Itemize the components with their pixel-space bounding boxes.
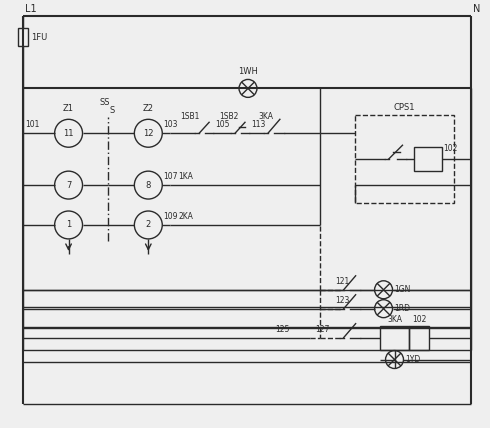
Text: 1YD: 1YD: [406, 355, 421, 364]
Text: 1RD: 1RD: [394, 304, 411, 313]
Text: 7: 7: [66, 181, 71, 190]
Text: 2KA: 2KA: [178, 212, 193, 221]
Text: 127: 127: [315, 324, 329, 333]
Text: 1FU: 1FU: [31, 33, 47, 42]
Text: 107: 107: [163, 172, 178, 181]
Text: 103: 103: [163, 120, 178, 129]
Bar: [18, 28, 28, 45]
Bar: [355, 115, 454, 203]
Text: 109: 109: [163, 212, 178, 221]
Text: 1WH: 1WH: [238, 68, 258, 77]
Text: 1KA: 1KA: [178, 172, 193, 181]
Text: 125: 125: [275, 324, 289, 333]
Text: L1: L1: [24, 4, 36, 14]
Text: 123: 123: [335, 296, 349, 305]
Text: 102: 102: [443, 144, 458, 153]
Text: SS: SS: [99, 98, 110, 107]
Text: CPS1: CPS1: [394, 103, 415, 112]
Text: 113: 113: [251, 120, 266, 129]
Bar: [410, 326, 429, 350]
Bar: [415, 147, 442, 171]
Bar: [380, 326, 410, 350]
Text: 1SB1: 1SB1: [180, 112, 200, 121]
Text: 8: 8: [146, 181, 151, 190]
Text: 101: 101: [24, 120, 39, 129]
Text: 1SB2: 1SB2: [220, 112, 239, 121]
Text: 3KA: 3KA: [258, 112, 273, 121]
Text: 2: 2: [146, 220, 151, 229]
Text: 121: 121: [335, 277, 349, 286]
Text: 105: 105: [215, 120, 230, 129]
Text: 11: 11: [63, 129, 74, 138]
Text: 102: 102: [412, 315, 427, 324]
Text: 1GN: 1GN: [394, 285, 411, 294]
Text: 12: 12: [143, 129, 153, 138]
Text: Z2: Z2: [143, 104, 154, 113]
Text: N: N: [473, 4, 481, 14]
Text: Z1: Z1: [63, 104, 74, 113]
Text: S: S: [110, 106, 115, 115]
Text: 1: 1: [66, 220, 71, 229]
Text: 3KA: 3KA: [387, 315, 402, 324]
